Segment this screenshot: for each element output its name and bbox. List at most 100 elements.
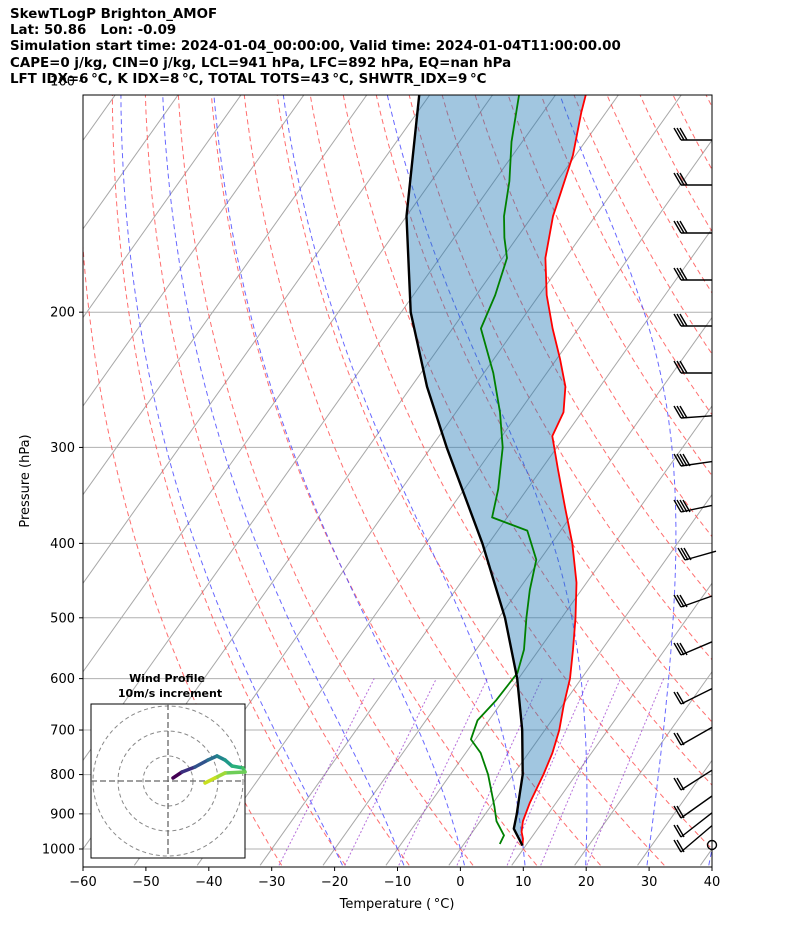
wind-barb-flag xyxy=(673,220,682,234)
temperature-profile-line xyxy=(520,95,587,846)
wind-barb-flag xyxy=(680,547,689,561)
isotherm-line xyxy=(83,95,368,496)
wind-barb-flag xyxy=(673,127,682,141)
wind-barb-flag xyxy=(673,839,682,853)
wind-barb-staff xyxy=(680,795,713,819)
wind-barb-flag xyxy=(673,594,682,608)
dry-adiabat-line xyxy=(342,95,712,786)
x-tick-label: −30 xyxy=(258,875,285,890)
wind-barb-flag xyxy=(676,267,685,281)
inset-title: Wind Profile xyxy=(129,672,205,685)
mixing-ratio-line xyxy=(344,678,437,866)
wind-barb-flag xyxy=(682,499,691,513)
dry-adiabat-line xyxy=(276,95,665,866)
location-line: Lat: 50.86 Lon: -0.09 xyxy=(10,23,177,39)
thermo-indices-line: LFT IDX=6 °C, K IDX=8 °C, TOTAL TOTS=43 … xyxy=(10,71,487,87)
x-tick-label: 30 xyxy=(641,875,658,890)
wind-profile-trace xyxy=(223,770,247,775)
moist-adiabat-line xyxy=(282,95,526,866)
wind-barb-flag xyxy=(676,172,685,186)
isotherm-line xyxy=(637,759,712,866)
x-tick-label: −20 xyxy=(321,875,348,890)
x-tick-label: −10 xyxy=(384,875,411,890)
wind-barb-flag xyxy=(683,547,692,561)
wind-barb-flag xyxy=(673,172,682,186)
moist-adiabat-line xyxy=(386,95,588,866)
x-tick-label: −50 xyxy=(132,875,159,890)
wind-barb-flag xyxy=(673,453,682,467)
wind-barb-flag xyxy=(679,360,688,374)
time-line: Simulation start time: 2024-01-04_00:00:… xyxy=(10,39,621,55)
y-tick-label: 300 xyxy=(50,441,75,456)
isotherm-line xyxy=(196,139,712,866)
x-tick-label: −60 xyxy=(69,875,96,890)
y-tick-label: 1000 xyxy=(42,843,75,858)
mixing-ratio-line xyxy=(506,678,590,866)
wind-barb-flag xyxy=(673,642,682,656)
wind-barb-flag xyxy=(682,453,691,467)
wind-barb-flag xyxy=(676,805,685,819)
wind-barb-staff xyxy=(680,812,713,838)
dry-adiabat-line xyxy=(672,95,712,171)
profile-lines xyxy=(405,95,587,847)
y-tick-label: 900 xyxy=(50,807,75,822)
y-tick-label: 200 xyxy=(50,306,75,321)
isotherm-line xyxy=(448,493,712,866)
dry-adiabat-line xyxy=(408,95,712,661)
wind-barb-flag xyxy=(679,267,688,281)
wind-barb-flag xyxy=(676,824,685,838)
mixing-ratio-line xyxy=(278,678,375,866)
isotherm-line xyxy=(83,95,305,407)
mixing-ratio-line xyxy=(398,678,488,866)
wind-barb-flag xyxy=(673,360,682,374)
isotherm-line xyxy=(83,95,494,673)
cape-shading xyxy=(406,95,586,844)
dry-adiabat-line xyxy=(705,95,712,108)
inset-subtitle: 10m/s increment xyxy=(118,687,222,700)
moist-adiabat-line xyxy=(162,95,405,866)
cape-cin-shading xyxy=(406,95,586,844)
wind-barb-flag xyxy=(676,405,685,419)
wind-barb-flag xyxy=(676,453,685,467)
isotherm-line xyxy=(700,848,712,866)
moist-adiabat-line xyxy=(213,95,465,866)
dry-adiabat-line xyxy=(606,95,712,294)
x-tick-label: −40 xyxy=(195,875,222,890)
x-axis-label: Temperature ( °C) xyxy=(339,897,455,912)
x-tick-label: 20 xyxy=(578,875,595,890)
wind-barb-flag xyxy=(673,313,682,327)
y-tick-label: 100 xyxy=(50,75,75,90)
x-tick-label: 40 xyxy=(704,875,721,890)
wind-barb-staff xyxy=(680,825,713,853)
wind-barb-flag xyxy=(676,642,685,656)
wind-barb-flag xyxy=(676,594,685,608)
wind-barb-staff xyxy=(680,769,713,791)
wind-barb-staff xyxy=(680,687,713,705)
wind-barbs xyxy=(673,127,718,853)
wind-barb-flag xyxy=(676,839,685,853)
mixing-ratio-line xyxy=(456,678,543,866)
wind-profile-trace xyxy=(171,770,184,780)
y-tick-label: 600 xyxy=(50,672,75,687)
wind-barb-flag xyxy=(676,732,685,746)
y-tick-label: 800 xyxy=(50,768,75,783)
wind-barb-flag xyxy=(679,172,688,186)
wind-profile-trace xyxy=(213,771,227,780)
isotherm-line xyxy=(574,670,712,866)
mixing-ratio-line xyxy=(540,678,621,866)
dry-adiabat-line xyxy=(83,240,283,866)
y-axis-label: Pressure (hPa) xyxy=(18,434,33,527)
wind-barb-flag xyxy=(677,547,686,561)
y-tick-label: 400 xyxy=(50,537,75,552)
wind-barb-flag xyxy=(676,499,685,513)
isotherm-line xyxy=(259,227,712,866)
isotherm-line xyxy=(385,405,712,866)
wind-barb-flag xyxy=(673,732,682,746)
stability-indices-line: CAPE=0 j/kg, CIN=0 j/kg, LCL=941 hPa, LF… xyxy=(10,55,512,71)
wind-barb-flag xyxy=(673,405,682,419)
axis-ticks: −60 −50 −40 −30 −20 −10 0 10 20 30 40 100 200 300 400 5… xyxy=(42,75,720,891)
wind-barb-flag xyxy=(673,499,682,513)
dry-adiabat-line xyxy=(474,95,712,538)
wind-barb-flag xyxy=(676,220,685,234)
